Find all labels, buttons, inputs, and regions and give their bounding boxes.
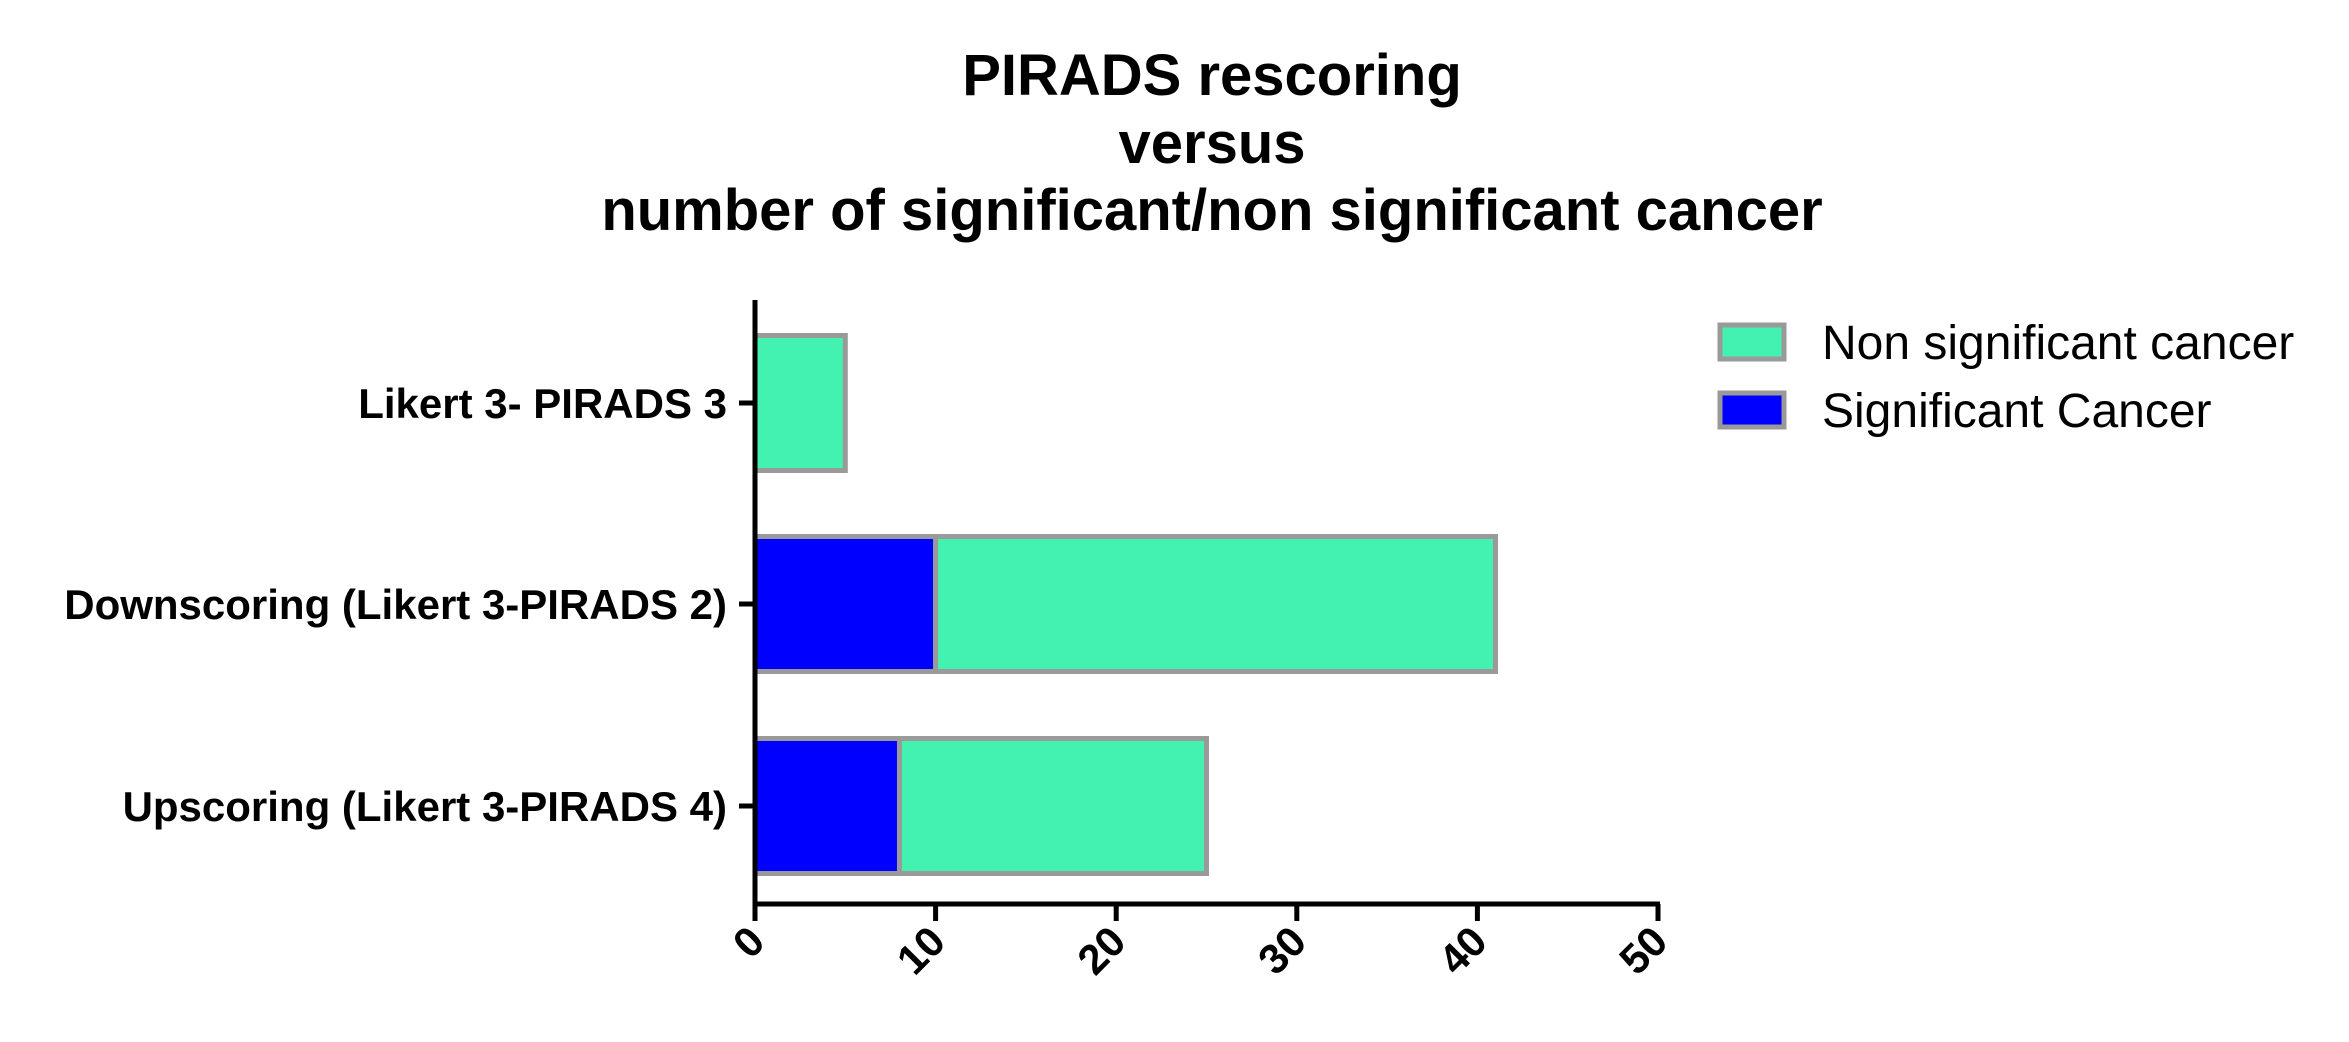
x-tick-label-1: 10	[888, 917, 954, 983]
bar-significant-1	[752, 534, 939, 674]
y-tick-labels: Likert 3- PIRADS 3 Downscoring (Likert 3-…	[64, 380, 727, 830]
bar-significant-2	[752, 736, 902, 876]
bar-non-significant-1	[933, 534, 1498, 674]
x-tick-labels: 0 10 20 30 40 50	[724, 917, 1677, 983]
chart-title-line-1: PIRADS rescoring	[962, 43, 1462, 108]
chart-title-line-3: number of significant/non significant ca…	[601, 178, 1822, 243]
y-tick-label-1: Downscoring (Likert 3-PIRADS 2)	[64, 581, 727, 628]
y-tick-label-0: Likert 3- PIRADS 3	[358, 380, 727, 427]
chart-title: PIRADS rescoring versus number of signif…	[601, 43, 1822, 243]
x-tick-label-5: 50	[1610, 917, 1676, 983]
x-tick-label-3: 30	[1249, 917, 1315, 983]
bar-non-significant-0	[752, 333, 848, 473]
legend: Non significant cancer Significant Cancer	[1717, 317, 2294, 438]
y-tick-label-2: Upscoring (Likert 3-PIRADS 4)	[123, 783, 727, 830]
legend-swatch-0	[1717, 322, 1787, 362]
x-tick-label-4: 40	[1429, 917, 1495, 983]
bars-group	[752, 333, 1498, 876]
bar-non-significant-2	[896, 736, 1209, 876]
legend-label-1: Significant Cancer	[1822, 385, 2212, 438]
x-tick-label-0: 0	[724, 917, 774, 967]
legend-label-0: Non significant cancer	[1822, 317, 2294, 370]
chart-title-line-2: versus	[1118, 111, 1305, 176]
legend-swatch-1	[1717, 390, 1787, 430]
x-tick-label-2: 20	[1068, 917, 1134, 983]
axes-group	[739, 300, 1661, 921]
